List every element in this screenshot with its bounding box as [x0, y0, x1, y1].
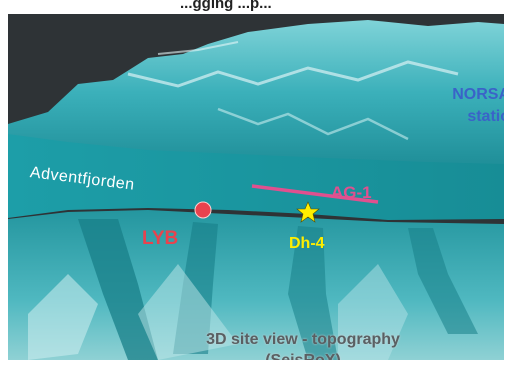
- topography-view: Adventfjorden AG-1 LYB Dh-4 NORSA statio…: [8, 14, 504, 360]
- snow-highlight: [138, 264, 238, 360]
- snow-highlight: [338, 264, 408, 360]
- adventfjorden-surface: [8, 134, 504, 220]
- valley-shadow: [78, 219, 158, 360]
- site-caption-line2: (SeisRoX): [168, 350, 438, 360]
- cut-off-title: ...gging ...p...: [180, 0, 272, 11]
- station-label: NORSA statio: [452, 84, 504, 128]
- profile-label: AG-1: [331, 183, 372, 202]
- northern-mountains: [8, 20, 504, 166]
- site-caption-line1: 3D site view - topography: [206, 331, 400, 348]
- ag-1-profile-line: [251, 184, 379, 204]
- snow-highlight: [28, 274, 98, 360]
- lyb-marker: [194, 201, 212, 219]
- valley-shadow: [408, 228, 478, 334]
- terrain-svg: [8, 14, 504, 360]
- ridge-highlight-3: [157, 41, 239, 55]
- station-label-line1: NORSA: [452, 86, 504, 103]
- valley-shadow: [288, 226, 338, 360]
- borehole-label: Dh-4: [289, 235, 325, 252]
- site-caption: 3D site view - topography (SeisRoX): [168, 329, 438, 360]
- dh-4-star-icon: [296, 201, 320, 223]
- station-label-line2: statio: [467, 108, 504, 125]
- ridge-highlight-2: [217, 107, 409, 141]
- city-label: LYB: [142, 228, 179, 249]
- ridge-highlight: [127, 60, 459, 88]
